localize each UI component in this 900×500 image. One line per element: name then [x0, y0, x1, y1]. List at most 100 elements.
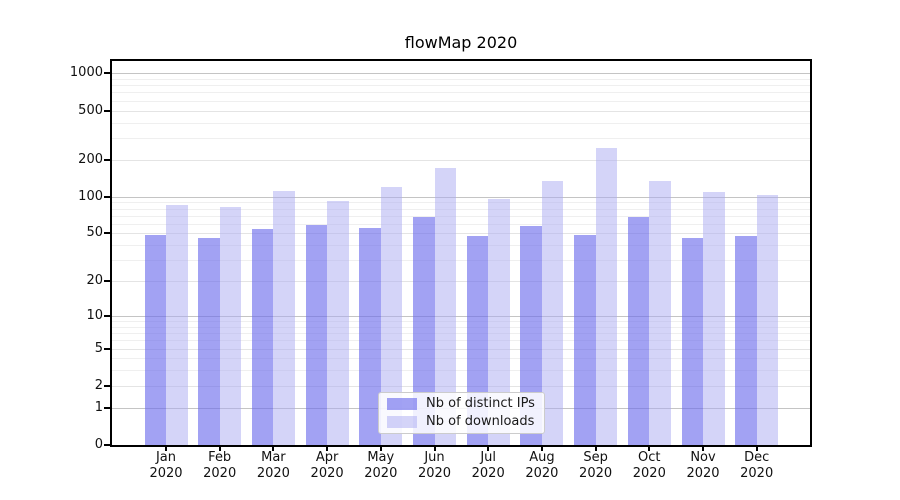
y-tick — [104, 444, 110, 446]
gridline — [112, 92, 810, 94]
legend-item-downloads: Nb of downloads — [387, 415, 536, 429]
bar-ips — [627, 217, 650, 445]
bar-ips — [520, 225, 542, 445]
y-tick — [104, 109, 110, 112]
legend-label-downloads: Nb of downloads — [426, 414, 535, 429]
y-tick-label: 1000 — [69, 65, 103, 81]
bar-ips — [198, 237, 220, 445]
bar-downloads — [703, 191, 725, 445]
y-tick — [104, 406, 110, 409]
bar-downloads — [166, 205, 188, 445]
y-tick — [104, 72, 110, 75]
legend-swatch-distinct-ips-icon — [387, 398, 417, 410]
x-tick-label: Jun 2020 — [417, 450, 452, 481]
bar-downloads — [434, 168, 456, 445]
x-tick — [165, 446, 167, 451]
y-tick-label: 50 — [86, 225, 103, 241]
x-tick — [755, 446, 758, 451]
gridline — [112, 110, 810, 112]
gridline — [112, 85, 810, 87]
y-tick-label: 500 — [78, 102, 103, 118]
y-tick — [104, 232, 110, 235]
x-tick — [594, 446, 597, 451]
y-tick-label: 2 — [94, 377, 103, 393]
x-tick — [379, 446, 382, 451]
gridline — [112, 370, 810, 372]
gridline — [112, 321, 810, 323]
gridline — [112, 260, 810, 262]
y-tick-label: 100 — [78, 188, 103, 204]
y-tick — [104, 347, 110, 350]
bar-ips — [144, 234, 166, 445]
y-tick-label: 5 — [94, 340, 103, 356]
y-tick — [104, 158, 110, 161]
bar-downloads — [327, 200, 349, 445]
x-tick-label: Mar 2020 — [256, 450, 290, 481]
bar-ips — [574, 234, 596, 445]
x-tick — [433, 446, 436, 451]
legend-item-distinct-ips: Nb of distinct IPs — [387, 397, 536, 411]
legend-label-distinct-ips: Nb of distinct IPs — [426, 396, 535, 411]
bar-ips — [305, 224, 328, 445]
y-tick-label: 200 — [78, 151, 103, 167]
x-tick-label: Dec 2020 — [740, 450, 774, 481]
bar-downloads — [488, 198, 510, 445]
bar-downloads — [273, 191, 295, 445]
y-tick-label: 0 — [94, 437, 103, 452]
gridline — [112, 326, 810, 328]
x-tick-label: Sep 2020 — [579, 450, 613, 481]
gridline — [112, 333, 810, 335]
x-tick — [648, 446, 651, 451]
gridline — [112, 245, 810, 247]
x-tick — [272, 446, 275, 451]
y-tick — [104, 280, 110, 283]
gridline — [112, 385, 810, 387]
gridline — [112, 73, 810, 75]
bar-ips — [735, 235, 757, 445]
y-tick-label: 1 — [94, 399, 103, 415]
x-tick-label: May 2020 — [364, 450, 398, 481]
legend-swatch-downloads-icon — [387, 416, 417, 428]
bar-downloads — [649, 181, 671, 445]
x-tick — [702, 446, 704, 451]
x-tick — [326, 446, 329, 451]
gridline — [112, 122, 810, 124]
bar-ips — [359, 228, 381, 445]
plot-area — [110, 59, 812, 447]
x-tick-label: Nov 2020 — [686, 450, 720, 481]
gridline — [112, 208, 810, 210]
bar-ips — [413, 217, 435, 445]
bar-downloads — [595, 147, 618, 445]
bar-downloads — [756, 194, 779, 445]
bar-ips — [251, 229, 274, 445]
x-tick — [487, 446, 490, 451]
x-tick-label: Jan 2020 — [149, 450, 183, 481]
legend: Nb of distinct IPs Nb of downloads — [378, 392, 545, 434]
bar-downloads — [541, 181, 564, 445]
gridline — [112, 202, 810, 204]
bar-ips — [681, 237, 703, 445]
x-tick-label: Apr 2020 — [310, 450, 344, 481]
gridline — [112, 223, 810, 225]
y-tick-label: 20 — [86, 273, 103, 289]
gridline — [112, 137, 810, 139]
gridline — [112, 159, 810, 161]
y-tick — [104, 195, 110, 198]
x-tick — [540, 446, 543, 451]
gridline — [112, 340, 810, 342]
bar-downloads — [219, 206, 242, 445]
gridline — [112, 233, 810, 235]
x-tick-label: Oct 2020 — [632, 450, 666, 481]
y-tick — [104, 384, 110, 387]
gridline — [112, 281, 810, 283]
x-tick-label: Jul 2020 — [471, 450, 505, 481]
gridline — [112, 196, 810, 198]
gridline — [112, 215, 810, 217]
y-tick — [104, 314, 110, 317]
chart-title: flowMap 2020 — [404, 33, 518, 52]
gridline — [112, 315, 810, 317]
y-tick-label: 10 — [86, 307, 103, 323]
x-tick-label: Feb 2020 — [203, 450, 237, 481]
gridline — [112, 78, 810, 80]
